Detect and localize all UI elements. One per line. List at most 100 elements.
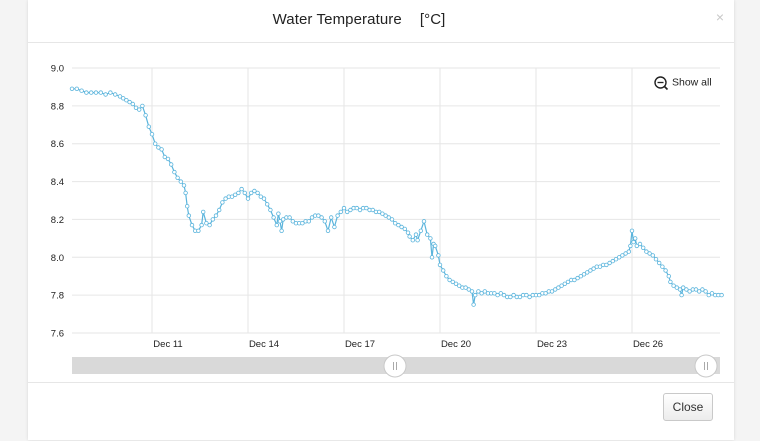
- data-point: [130, 101, 135, 107]
- data-point: [674, 285, 679, 290]
- data-point: [421, 219, 427, 224]
- data-point: [559, 283, 564, 288]
- temperature-chart: 9.08.88.68.48.28.07.87.6 Dec 11 Dec 14 Dec…: [51, 64, 724, 378]
- data-point: [613, 257, 619, 262]
- y-tick-label: 8.6: [51, 139, 64, 150]
- zoom-out-icon: [654, 76, 667, 89]
- data-point: [143, 113, 148, 118]
- data-point: [380, 211, 385, 216]
- data-point: [140, 103, 145, 109]
- data-point: [280, 217, 286, 222]
- data-point: [647, 251, 652, 256]
- data-point: [133, 105, 139, 110]
- data-point: [706, 292, 711, 298]
- data-point: [501, 292, 507, 298]
- data-point: [357, 207, 363, 213]
- data-point: [117, 94, 123, 99]
- data-point: [604, 262, 609, 268]
- data-point: [428, 236, 433, 241]
- data-point: [276, 211, 281, 216]
- data-point: [396, 222, 401, 228]
- data-point: [329, 215, 334, 220]
- data-point: [524, 292, 529, 298]
- data-point: [181, 183, 187, 188]
- data-point: [663, 268, 668, 273]
- data-point: [268, 207, 273, 213]
- navigator-left-handle-knob: [383, 354, 407, 378]
- data-point: [290, 219, 295, 224]
- show-all-label: Show all: [672, 77, 712, 89]
- data-point: [537, 292, 542, 298]
- data-point: [402, 226, 407, 232]
- data-point: [517, 294, 523, 300]
- y-tick-label: 8.0: [51, 253, 64, 264]
- data-point: [644, 249, 649, 254]
- data-point: [556, 285, 561, 290]
- navigator-right-handle-knob: [694, 354, 718, 378]
- data-point: [309, 215, 315, 220]
- zoom-out-handle: [663, 85, 669, 91]
- data-point: [236, 190, 241, 196]
- y-tick-label: 7.8: [51, 291, 64, 302]
- data-point: [200, 209, 206, 215]
- data-point: [245, 196, 251, 201]
- close-icon[interactable]: ×: [715, 9, 725, 25]
- data-point: [184, 203, 190, 209]
- close-button[interactable]: Close: [663, 393, 713, 421]
- data-point: [210, 217, 215, 222]
- data-point: [335, 213, 340, 218]
- data-point: [239, 186, 244, 192]
- data-point: [453, 281, 459, 286]
- data-point: [620, 253, 625, 258]
- data-point: [271, 215, 276, 220]
- data-point: [693, 287, 699, 292]
- data-point: [74, 86, 79, 91]
- data-point: [248, 190, 254, 196]
- data-point: [628, 243, 633, 249]
- data-point: [325, 228, 331, 233]
- data-point: [527, 294, 532, 300]
- navigator-right-handle[interactable]: [694, 354, 718, 378]
- data-point: [572, 277, 577, 283]
- data-point: [124, 97, 129, 103]
- unit-label: [°C]: [419, 11, 446, 28]
- data-point: [322, 219, 327, 224]
- data-point: [370, 207, 375, 213]
- data-point: [112, 92, 118, 97]
- data-point: [338, 209, 343, 215]
- x-tick-label: Dec 17: [345, 339, 375, 350]
- data-point: [469, 289, 475, 294]
- data-point: [697, 289, 702, 294]
- data-point: [274, 222, 279, 228]
- data-point: [277, 219, 283, 224]
- data-point: [679, 292, 684, 298]
- navigator-left-handle[interactable]: [383, 354, 407, 378]
- data-point: [306, 219, 311, 224]
- data-point: [199, 222, 204, 228]
- data-point: [232, 192, 238, 197]
- data-point: [597, 264, 603, 269]
- data-point: [108, 90, 113, 95]
- data-point: [93, 90, 99, 95]
- data-point: [223, 196, 228, 201]
- data-point: [578, 274, 583, 279]
- y-tick-label: 7.6: [51, 329, 64, 340]
- dialog-header: Water Temperature [°C] ×: [28, 0, 734, 43]
- data-point: [466, 287, 471, 292]
- data-point: [641, 245, 646, 250]
- data-point: [581, 272, 587, 277]
- data-point: [399, 224, 404, 230]
- data-point: [383, 213, 388, 218]
- data-point: [610, 258, 615, 264]
- series-markers: [69, 86, 724, 307]
- x-tick-label: Dec 11: [153, 339, 182, 350]
- show-all-button[interactable]: Show all: [654, 76, 712, 91]
- data-point: [258, 194, 263, 199]
- data-point: [264, 202, 270, 207]
- data-point: [681, 285, 686, 290]
- data-point: [189, 222, 195, 228]
- chart-grid: [72, 67, 720, 334]
- data-point: [186, 213, 191, 218]
- data-point: [220, 200, 225, 205]
- data-point: [168, 162, 174, 167]
